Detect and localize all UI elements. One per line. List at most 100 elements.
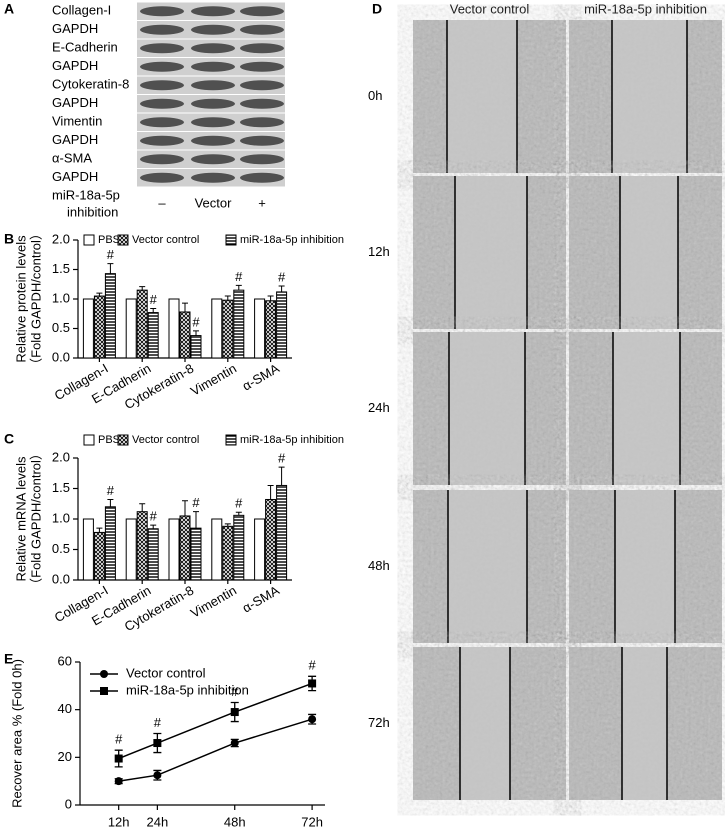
column-header: Vector control <box>450 1 530 16</box>
blot-band <box>191 24 235 35</box>
lane-label: + <box>258 195 266 210</box>
y-axis-label: （Fold GAPDH/control） <box>28 227 43 371</box>
bar <box>233 514 245 581</box>
bar <box>125 298 137 359</box>
bar <box>211 298 223 359</box>
bar <box>93 295 105 359</box>
significance-marker: # <box>231 684 239 699</box>
panel-letter: C <box>4 431 14 447</box>
x-tick-label: 12h <box>108 814 130 829</box>
bar <box>179 515 191 581</box>
blot-band <box>140 61 184 72</box>
error-bar <box>224 295 231 301</box>
blot-band <box>191 172 235 183</box>
error-bar <box>150 524 157 529</box>
wound-gap <box>460 647 510 800</box>
error-bar <box>278 285 285 292</box>
bar <box>168 298 180 359</box>
bar <box>82 518 94 581</box>
bar <box>168 518 180 581</box>
y-tick-label: 0.5 <box>52 320 70 335</box>
blot-band <box>140 172 184 183</box>
y-tick-label: 0.0 <box>52 349 70 364</box>
wound-gap <box>448 490 527 643</box>
legend-swatch <box>225 234 237 246</box>
legend-label: PBS <box>98 434 120 446</box>
significance-marker: # <box>278 269 286 284</box>
point <box>153 739 162 748</box>
wound-gap <box>620 176 678 329</box>
blot-band <box>240 6 284 17</box>
bar <box>190 527 202 581</box>
blot-band <box>240 80 284 91</box>
bar <box>104 273 116 359</box>
error-bar <box>96 527 103 533</box>
blot-band <box>140 6 184 17</box>
protein-label: GAPDH <box>52 95 98 110</box>
bar <box>211 518 223 581</box>
point <box>308 715 317 724</box>
bar <box>265 300 277 359</box>
legend-marker <box>100 687 108 695</box>
row-label: 12h <box>368 244 390 259</box>
blot-band <box>191 80 235 91</box>
panel-letter: B <box>4 231 14 247</box>
protein-label: E-Cadherin <box>52 40 118 55</box>
blot-band <box>240 61 284 72</box>
blot-band <box>140 117 184 128</box>
x-tick-label: α-SMA <box>240 360 282 393</box>
significance-marker: # <box>192 495 200 510</box>
protein-label: α-SMA <box>52 151 92 166</box>
significance-marker: # <box>235 269 243 284</box>
error-bar <box>107 263 114 274</box>
legend-label: miR-18a-5p inhibition <box>126 682 249 697</box>
protein-label: GAPDH <box>52 21 98 36</box>
row-label: miR-18a-5p <box>52 187 120 202</box>
bar <box>179 311 191 359</box>
x-tick-label: 24h <box>147 814 169 829</box>
legend-swatch <box>83 234 95 246</box>
blot-band <box>240 98 284 109</box>
y-tick-label: 0.5 <box>52 541 70 556</box>
error-bar <box>182 500 188 516</box>
bar <box>265 498 277 581</box>
blot-band <box>191 117 235 128</box>
protein-label: GAPDH <box>52 169 98 184</box>
panel-letter: A <box>4 1 14 17</box>
blot-band <box>140 135 184 146</box>
bar <box>254 518 266 581</box>
error-bar <box>193 511 199 529</box>
legend-swatch <box>117 434 129 446</box>
point <box>114 754 123 763</box>
blot-band <box>140 24 184 35</box>
row-label: 24h <box>368 400 390 415</box>
bar <box>233 289 245 359</box>
x-tick-label: 48h <box>224 814 246 829</box>
error-bar <box>235 284 242 291</box>
panel-letter: D <box>372 1 382 17</box>
blot-band <box>191 43 235 54</box>
column-header: miR-18a-5p inhibition <box>584 1 707 16</box>
y-axis-label: Relative mRNA levels <box>13 456 28 581</box>
protein-label: Collagen-I <box>52 3 111 18</box>
wound-gap <box>612 20 687 173</box>
y-tick-label: 2.0 <box>52 231 70 246</box>
blot-band <box>240 172 284 183</box>
error-bar <box>150 307 157 313</box>
y-tick-label: 1.5 <box>52 480 70 495</box>
row-label: 0h <box>368 88 382 103</box>
bar <box>136 511 148 581</box>
blot-band <box>240 117 284 128</box>
significance-marker: # <box>150 292 158 307</box>
x-tick-label: α-SMA <box>240 582 282 615</box>
bar <box>104 506 116 581</box>
error-bar <box>107 498 114 507</box>
point <box>153 771 162 780</box>
row-label: inhibition <box>67 204 118 219</box>
wound-gap <box>615 490 675 643</box>
blot-band <box>140 80 184 91</box>
lane-label: Vector <box>195 195 233 210</box>
wound-gap <box>622 647 667 800</box>
blot-band <box>191 98 235 109</box>
wound-gap <box>613 332 680 485</box>
